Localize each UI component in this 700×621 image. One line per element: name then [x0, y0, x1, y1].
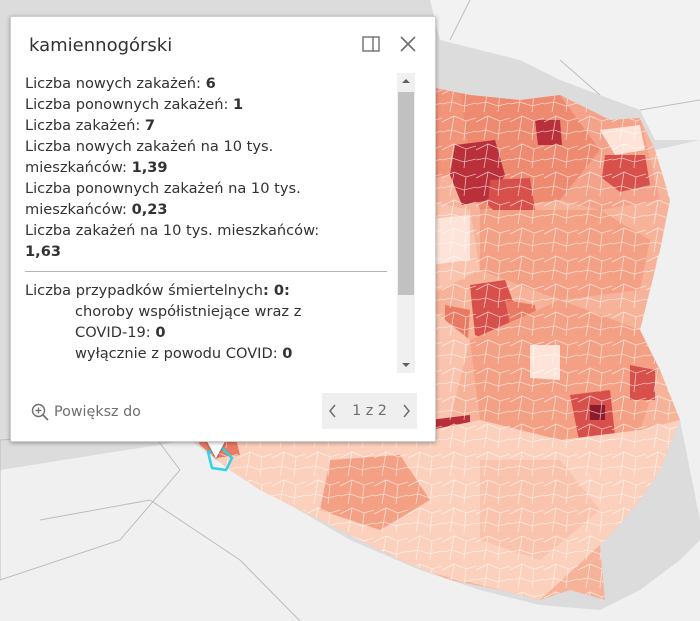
stat-value: 7 — [144, 117, 156, 134]
scroll-thumb[interactable] — [398, 92, 414, 295]
close-icon — [400, 36, 416, 52]
stat-label: mieszkańców: — [25, 159, 127, 176]
scroll-down-button[interactable] — [397, 357, 415, 373]
stat-total-per-10k: Liczba zakażeń na 10 tys. mieszkańców: — [25, 220, 397, 241]
stat-value: 1 — [233, 96, 244, 113]
stat-reinf-per-10k-cont: mieszkańców: 0,23 — [25, 199, 397, 220]
previous-feature-button[interactable] — [322, 393, 344, 429]
popup-pointer — [205, 438, 227, 458]
divider — [25, 271, 387, 272]
dock-button[interactable] — [360, 33, 382, 55]
stat-value: : 0: — [262, 282, 290, 299]
stat-value: 0,23 — [131, 201, 168, 218]
stat-label: choroby współistniejące wraz z — [75, 303, 302, 320]
stat-value: 6 — [205, 75, 216, 92]
feature-pager: 1 z 2 — [322, 393, 417, 429]
land-east — [640, 140, 700, 520]
land-northeast — [430, 0, 700, 140]
triangle-down-icon — [402, 363, 410, 367]
stat-label: Liczba przypadków śmiertelnych — [25, 282, 263, 299]
next-feature-button[interactable] — [395, 393, 417, 429]
popup-content: Liczba nowych zakażeń: 6 Liczba ponownyc… — [25, 73, 397, 373]
chevron-right-icon — [403, 404, 410, 418]
close-button[interactable] — [397, 33, 419, 55]
stat-label: wyłącznie z powodu COVID: — [75, 345, 278, 362]
info-popup: kamiennogórski Liczba nowych zakażeń: 6 … — [10, 16, 436, 442]
stat-deaths: Liczba przypadków śmiertelnych: 0: — [25, 280, 397, 301]
stat-label: Liczba nowych zakażeń: — [25, 75, 201, 92]
scroll-up-button[interactable] — [397, 73, 415, 89]
dock-icon — [362, 36, 380, 52]
stat-value: 0 — [282, 345, 293, 362]
triangle-up-icon — [402, 79, 410, 83]
stat-value: 0 — [155, 324, 166, 341]
stat-value: 1,63 — [25, 243, 62, 260]
stat-total-per-10k-value: 1,63 — [25, 241, 397, 262]
pager-label: 1 z 2 — [352, 403, 387, 419]
stat-new-per-10k: Liczba nowych zakażeń na 10 tys. — [25, 136, 397, 157]
stat-new-cases: Liczba nowych zakażeń: 6 — [25, 73, 397, 94]
stat-total-cases: Liczba zakażeń: 7 — [25, 115, 397, 136]
stat-label: COVID-19: — [75, 324, 151, 341]
chevron-left-icon — [329, 404, 336, 418]
popup-title: kamiennogórski — [29, 35, 173, 56]
zoom-to-link[interactable]: Powiększ do — [31, 401, 141, 423]
zoom-to-label: Powiększ do — [54, 404, 141, 420]
zoom-in-icon — [31, 403, 49, 421]
stat-reinf-per-10k: Liczba ponownych zakażeń na 10 tys. — [25, 178, 397, 199]
stat-label: mieszkańców: — [25, 201, 127, 218]
stat-value: 1,39 — [131, 159, 168, 176]
popup-footer: Powiększ do 1 z 2 — [11, 389, 435, 441]
stat-deaths-comorbid: choroby współistniejące wraz z — [25, 301, 397, 322]
stat-deaths-comorbid-cont: COVID-19: 0 — [25, 322, 397, 343]
stat-new-per-10k-cont: mieszkańców: 1,39 — [25, 157, 397, 178]
border-lines-3 — [449, 0, 700, 111]
stat-label: Liczba zakażeń: — [25, 117, 141, 134]
land-south — [0, 440, 700, 621]
stat-label: Liczba zakażeń na 10 tys. mieszkańców: — [25, 222, 320, 239]
border-lines-2 — [39, 499, 301, 621]
stat-label: Liczba ponownych zakażeń na 10 tys. — [25, 180, 301, 197]
stat-label: Liczba ponownych zakażeń: — [25, 96, 229, 113]
stat-reinfections: Liczba ponownych zakażeń: 1 — [25, 94, 397, 115]
scrollbar[interactable] — [397, 73, 415, 373]
stat-label: Liczba nowych zakażeń na 10 tys. — [25, 138, 274, 155]
stat-deaths-covid-only: wyłącznie z powodu COVID: 0 — [25, 343, 397, 364]
